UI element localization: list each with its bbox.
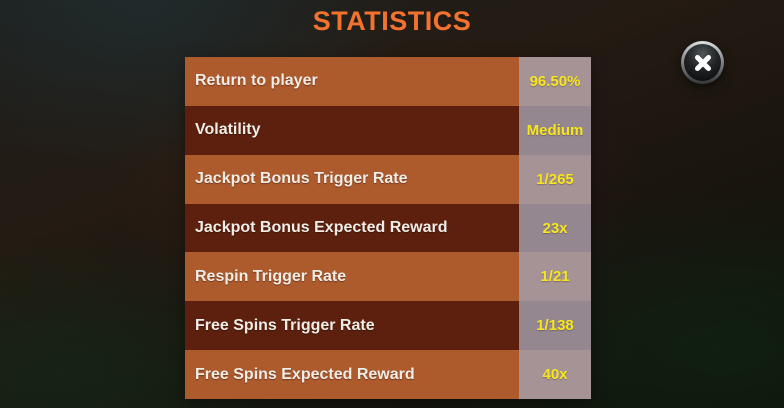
stat-label: Respin Trigger Rate — [195, 267, 347, 285]
close-icon — [694, 54, 711, 71]
table-row: Free Spins Expected Reward 40x — [185, 350, 591, 400]
table-row: Jackpot Bonus Trigger Rate 1/265 — [185, 154, 591, 204]
table-row: Respin Trigger Rate 1/21 — [185, 252, 591, 302]
stat-value: 1/138 — [519, 301, 591, 351]
stat-label: Jackpot Bonus Trigger Rate — [195, 170, 408, 188]
stat-label: Jackpot Bonus Expected Reward — [195, 219, 448, 236]
table-row: Volatility Medium — [185, 105, 591, 155]
stat-label: Volatility — [195, 121, 261, 139]
stat-label: Free Spins Expected Reward — [195, 365, 415, 383]
stat-value: Medium — [519, 105, 591, 155]
stat-value: 1/21 — [519, 252, 591, 302]
page-title: STATISTICS — [312, 6, 472, 36]
statistics-table: Return to player 96.50% Volatility Mediu… — [185, 57, 591, 400]
stat-label: Free Spins Trigger Rate — [195, 316, 375, 334]
table-row: Free Spins Trigger Rate 1/138 — [185, 301, 591, 351]
stat-value: 1/265 — [519, 154, 591, 204]
stat-value: 23x — [519, 203, 591, 253]
table-row: Jackpot Bonus Expected Reward 23x — [185, 203, 591, 253]
stat-value: 40x — [519, 350, 591, 400]
table-row: Return to player 96.50% — [185, 57, 591, 106]
stat-label: Return to player — [195, 72, 318, 90]
close-button-face — [684, 44, 721, 81]
close-button[interactable] — [681, 41, 724, 84]
stat-value: 96.50% — [519, 57, 591, 106]
